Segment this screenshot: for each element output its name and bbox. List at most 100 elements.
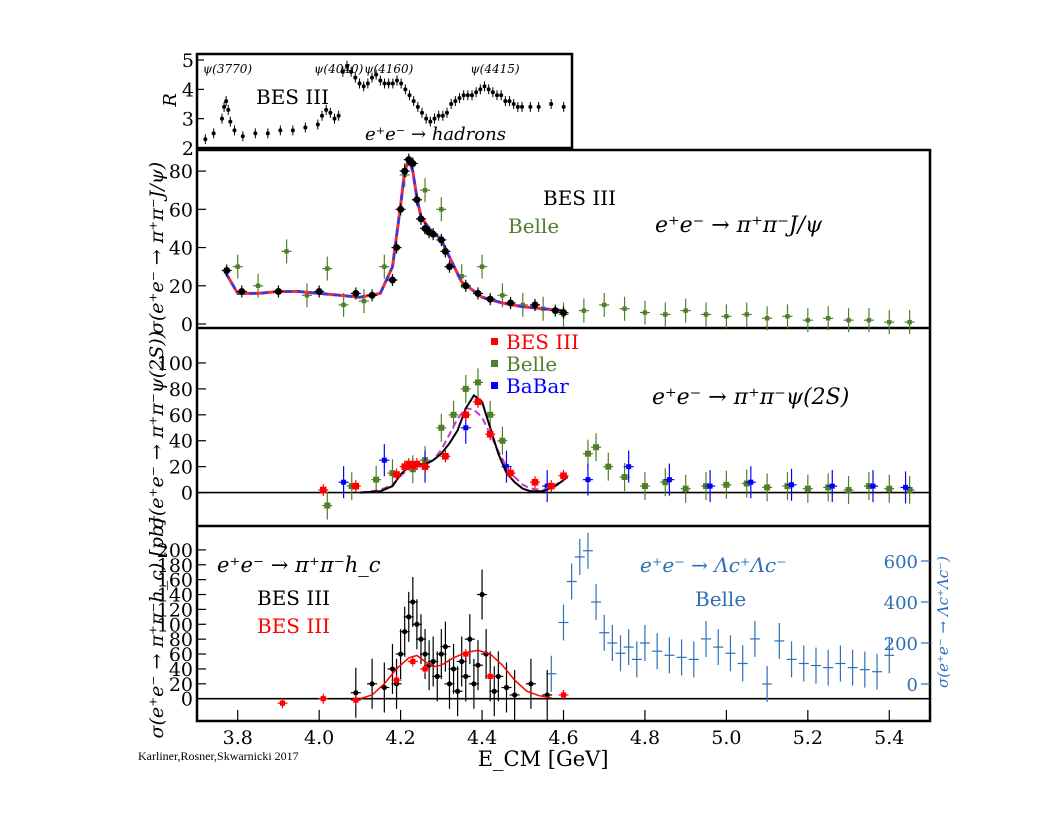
top-belle-point — [724, 314, 729, 319]
inset-y-label: R — [160, 93, 181, 108]
legend-marker — [491, 360, 498, 367]
inset-point — [474, 90, 479, 95]
top-belle-point — [361, 298, 367, 304]
x-tick-label: 4.2 — [386, 727, 416, 749]
top-bes3-point — [401, 167, 409, 175]
mid-belle-point — [605, 463, 612, 470]
inset-point — [470, 93, 474, 98]
inset-point — [440, 113, 445, 118]
label-bes3-red: BES III — [257, 614, 330, 638]
mid-bes3-point — [560, 472, 567, 480]
inset-point — [324, 107, 329, 112]
label-belle-lambdac: Belle — [695, 587, 746, 611]
mid-bes3-point — [319, 486, 327, 494]
mid-bes3-point — [393, 471, 400, 478]
inset-point — [315, 122, 320, 127]
mid-babar-point — [666, 477, 672, 483]
inset-label-bes3: BES III — [256, 85, 329, 109]
bot-bes3-black-point — [463, 673, 469, 679]
top-bes3-point — [560, 309, 567, 317]
bot-bes3-black-point — [402, 629, 408, 635]
top-belle-point — [785, 314, 790, 319]
legend-belle: Belle — [508, 214, 559, 238]
inset-point — [374, 72, 379, 77]
inset-point — [226, 107, 231, 112]
mid-bes3-point — [547, 482, 555, 490]
y-tick-label: 60 — [169, 199, 193, 221]
mid-belle-point — [438, 424, 445, 431]
bot-bes3-black-point — [475, 662, 481, 668]
y-tick-label: 180 — [157, 555, 193, 577]
mid-belle-point — [723, 481, 730, 488]
top-bes3-point — [397, 205, 405, 213]
top-bes3-point — [223, 266, 231, 274]
top-bes3-point — [413, 196, 421, 204]
inset-point — [411, 99, 416, 104]
process-label-hc: e⁺e⁻ → π⁺π⁻h_c — [217, 553, 381, 577]
inset-point — [453, 99, 458, 104]
bot-bes3-black-point — [450, 666, 457, 672]
top-bes3-point — [474, 289, 482, 297]
bot-bes3-red-point — [422, 666, 428, 672]
y-tick-label: 20 — [169, 457, 193, 479]
y-tick-label: 0 — [181, 689, 193, 711]
bot-bes3-red-point — [560, 692, 567, 698]
mid-belle-point — [593, 444, 600, 451]
top-belle-point — [622, 306, 627, 311]
inset-point — [561, 104, 566, 109]
inset-point — [361, 84, 366, 89]
inset-point — [465, 93, 470, 98]
inset-point — [445, 110, 449, 115]
inset-point — [490, 90, 495, 95]
mid-belle-point — [621, 474, 628, 481]
inset-point — [211, 131, 216, 136]
mid-belle-point — [389, 470, 396, 477]
y-tick-label: 100 — [157, 614, 193, 636]
mid-bes3-point — [413, 460, 421, 468]
inset-point — [328, 110, 333, 115]
mid-belle-point — [324, 502, 331, 509]
bot-bes3-black-point — [503, 684, 510, 691]
inset-point — [232, 128, 237, 133]
top-belle-point — [805, 317, 811, 323]
top-bes3-point — [437, 236, 445, 244]
bot-bes3-black-point — [430, 658, 436, 665]
top-bes3-point — [441, 247, 449, 255]
y-tick-label: 80 — [169, 629, 193, 651]
mid-bes3-point — [507, 469, 514, 477]
bot-bes3-black-point — [455, 688, 461, 694]
inset-point — [253, 131, 258, 136]
resonance-label: ψ(4415) — [470, 62, 520, 76]
mid-babar-point — [707, 483, 713, 489]
inset-point — [424, 116, 429, 121]
top-belle-point — [866, 317, 872, 323]
bot-bes3-black-point — [418, 636, 424, 642]
inset-point — [457, 96, 462, 101]
mid-fit-black — [359, 393, 569, 494]
bot-bes3-black-point — [491, 688, 497, 694]
inset-point — [365, 81, 370, 86]
bot-bes3-black-point — [381, 684, 387, 691]
mid-bes3-point — [405, 460, 413, 468]
bot-fit-red — [359, 649, 552, 700]
mid-bes3-point — [352, 482, 360, 490]
mid-babar-point — [748, 479, 754, 485]
mid-belle-point — [487, 411, 494, 418]
bot-bes3-red-point — [353, 697, 359, 703]
mid-bes3-point — [442, 452, 449, 460]
top-belle-point — [642, 310, 648, 315]
legend-1: Belle — [506, 352, 557, 376]
top-bes3-point — [462, 282, 470, 290]
mid-babar-point — [829, 483, 835, 489]
legend-marker — [491, 338, 498, 345]
resonance-label: ψ(4040) — [314, 62, 364, 76]
inset-point — [340, 69, 345, 74]
mid-babar-point — [341, 479, 347, 485]
top-belle-point — [683, 308, 688, 313]
inset-point — [386, 81, 391, 86]
inset-point — [395, 78, 399, 83]
inset-point — [507, 99, 512, 104]
mid-belle-point — [450, 411, 457, 418]
y-tick-label: 200 — [157, 540, 193, 562]
inset-point — [224, 99, 229, 104]
